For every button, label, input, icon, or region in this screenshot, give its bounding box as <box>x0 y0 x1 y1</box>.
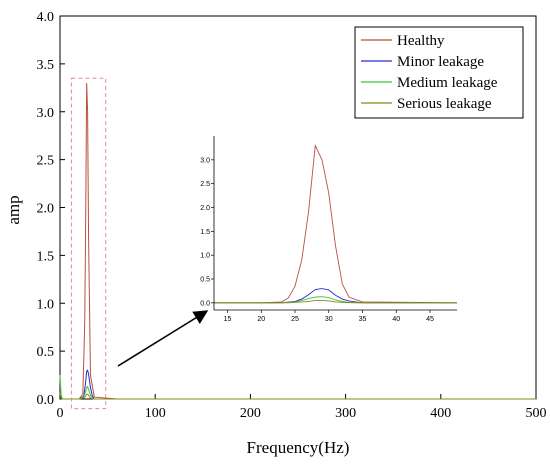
inset-y-tick-label: 2.0 <box>200 205 210 212</box>
x-tick-label: 300 <box>335 406 356 421</box>
inset-x-tick-label: 35 <box>359 316 367 323</box>
inset-y-tick-label: 1.0 <box>200 253 210 260</box>
highlight-region-box <box>70 77 107 410</box>
legend-label-4: Serious leakage <box>397 96 492 112</box>
y-tick-label: 0.0 <box>37 393 55 408</box>
inset-background <box>206 133 458 313</box>
x-tick-label: 500 <box>526 406 547 421</box>
main-series-group <box>59 83 536 400</box>
inset-y-tick-label: 2.5 <box>200 181 210 188</box>
legend-label-2: Minor leakage <box>397 54 484 70</box>
legend-label-1: Healthy <box>397 33 445 49</box>
inset-y-tick-label: 0.0 <box>200 300 210 307</box>
y-tick-label: 1.0 <box>37 297 55 312</box>
inset-x-tick-label: 30 <box>325 316 333 323</box>
inset-y-tick-label: 1.5 <box>200 229 210 236</box>
inset-x-tick-label: 15 <box>224 316 232 323</box>
x-tick-label: 0 <box>57 406 64 421</box>
y-tick-label: 3.5 <box>37 58 55 73</box>
y-axis-label: amp <box>4 195 23 224</box>
inset-axes: 15 20 25 30 35 40 45 0.0 0.5 1.0 1.5 2.0 2.5 3.0 <box>200 157 434 323</box>
x-tick-label: 100 <box>145 406 166 421</box>
inset-x-tick-label: 40 <box>392 316 400 323</box>
y-tick-label: 2.5 <box>37 154 55 169</box>
inset-series-group <box>214 143 458 304</box>
inset-series-line-4 <box>214 300 457 304</box>
y-tick-label: 1.5 <box>37 249 55 264</box>
y-tick-label: 0.5 <box>37 345 55 360</box>
main-series-line-3 <box>59 375 536 400</box>
main-series-line-2 <box>59 369 536 400</box>
main-axes: 0 100 200 300 400 500 0.0 0.5 1.0 1.5 2.0 2.5 3.0 3.5… <box>37 10 547 421</box>
x-tick-label: 400 <box>430 406 451 421</box>
inset-y-tick-label: 0.5 <box>200 277 210 284</box>
inset-x-tick-label: 25 <box>291 316 299 323</box>
x-tick-label: 200 <box>240 406 261 421</box>
y-tick-label: 2.0 <box>37 202 55 217</box>
main-series-line-4 <box>59 393 536 400</box>
legend: Healthy Minor leakage Medium leakage Seriou… <box>354 26 524 119</box>
y-tick-label: 4.0 <box>37 10 55 25</box>
zoom-arrow <box>117 310 209 367</box>
inset-x-tick-label: 45 <box>426 316 434 323</box>
x-axis-label: Frequency(Hz) <box>247 438 350 457</box>
inset-x-tick-label: 20 <box>257 316 265 323</box>
legend-label-3: Medium leakage <box>397 75 498 91</box>
inset-y-tick-label: 3.0 <box>200 157 210 164</box>
inset-series-line-2 <box>214 288 457 304</box>
inset-series-line-1 <box>214 143 458 304</box>
y-tick-label: 3.0 <box>37 106 55 121</box>
